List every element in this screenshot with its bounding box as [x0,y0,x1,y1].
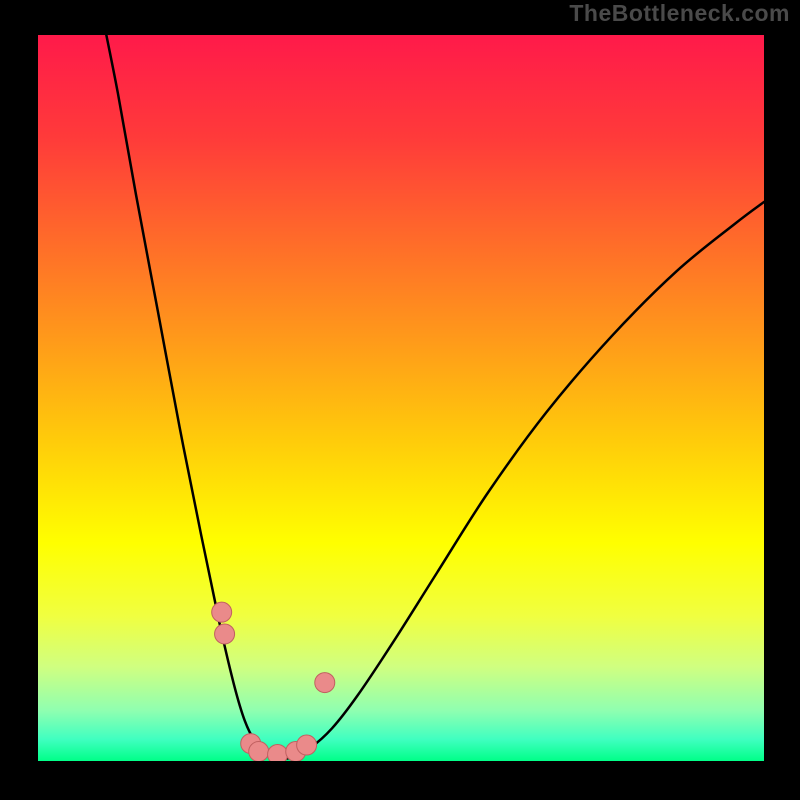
marker-point [315,673,335,693]
marker-point [297,735,317,755]
bottleneck-chart [38,35,764,761]
marker-point [212,602,232,622]
marker-point [249,742,269,761]
chart-svg [38,35,764,761]
chart-gradient-bg [38,35,764,761]
marker-point [215,624,235,644]
watermark-text: TheBottleneck.com [569,0,790,27]
marker-point [268,744,288,761]
